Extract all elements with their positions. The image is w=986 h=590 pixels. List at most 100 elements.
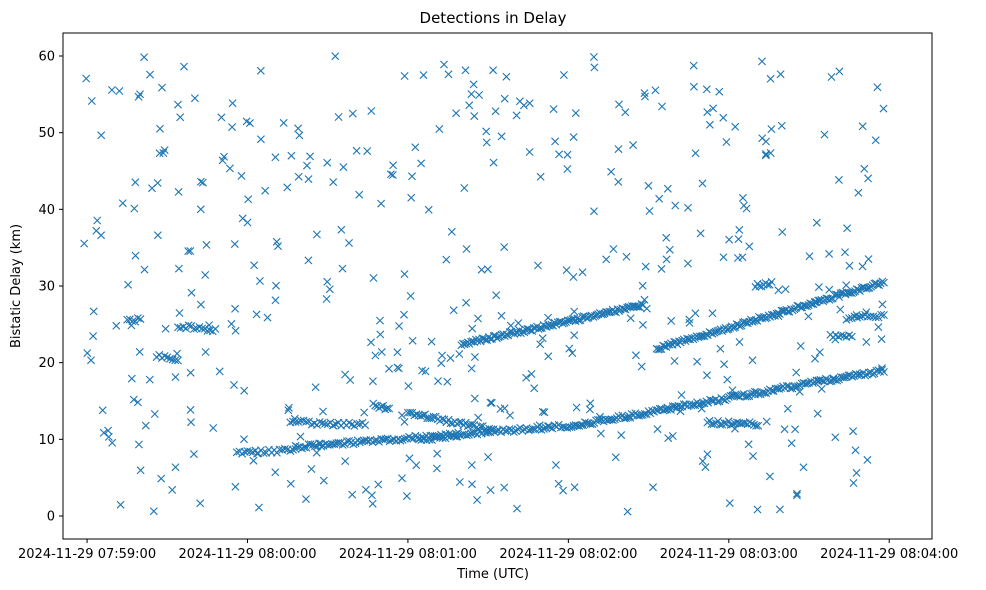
detection-point [470,112,479,121]
detection-point [198,178,207,187]
detection-point [131,178,140,187]
detection-point [89,332,98,341]
detection-point [750,387,759,396]
detection-point [271,296,280,305]
detection-point [765,472,774,481]
detection-point [590,207,598,216]
detection-point [87,356,95,365]
detection-point [190,94,199,103]
detection-point [473,496,482,504]
detection-point [140,265,149,274]
detection-point [521,325,530,334]
detection-point [127,321,136,330]
detection-point [486,486,495,495]
detection-point [312,448,321,457]
detection-point [205,321,214,330]
detection-point [294,172,303,181]
detection-point [703,108,712,117]
detection-point [731,122,740,131]
detection-point [462,298,471,307]
detection-point [316,439,325,448]
detection-point [569,133,578,142]
detection-point [735,338,744,346]
detection-point [529,425,538,434]
detection-point [460,184,469,192]
x-tick-label: 2024-11-29 08:02:00 [499,547,637,562]
detection-point [202,240,211,249]
detection-point [817,384,826,393]
detection-point [787,439,796,448]
detection-point [408,172,416,181]
detection-point [663,184,672,193]
detection-point [367,338,375,347]
detection-point [842,372,851,381]
detection-point [551,137,560,146]
detection-point [444,70,453,79]
detection-point [395,322,404,330]
detection-point [368,438,377,447]
detection-point [611,453,620,462]
detection-point [176,113,185,122]
detection-point [228,123,237,132]
detection-point [691,149,700,158]
detection-point [782,382,791,390]
detection-point [455,478,464,486]
detection-point [544,422,552,431]
detection-point [793,382,802,391]
detection-point [812,218,821,227]
detection-point [745,242,754,251]
detection-point [131,251,140,260]
detection-point [691,309,700,318]
detection-point [684,203,692,212]
detection-point [728,420,737,429]
detection-point [230,381,238,389]
detection-point [536,340,545,349]
detection-point [631,302,640,311]
detection-point [829,375,838,384]
detection-point [187,288,196,297]
detection-point [145,375,154,384]
detection-point [545,422,553,431]
detection-point [685,315,694,324]
detection-point [323,277,332,286]
detection-point [572,403,581,412]
detection-point [418,411,427,420]
detection-point [153,231,162,240]
detection-point [254,503,263,512]
detection-point [723,375,732,384]
detection-point [596,412,604,421]
detection-point [530,384,539,393]
detection-point [563,165,572,173]
detection-point [509,428,518,436]
detection-point [220,152,228,161]
detection-point [483,265,492,274]
detection-point [196,499,205,508]
detection-point [259,449,268,457]
detection-point [379,401,388,410]
detection-point [749,452,757,461]
detection-point [217,113,226,122]
detection-point [250,261,259,270]
detection-point [879,311,888,319]
detection-point [871,313,880,322]
detection-point [286,479,295,488]
detection-point [252,310,261,319]
detection-point [845,314,854,323]
detection-point [171,356,180,365]
detection-point [877,310,886,319]
detection-point [469,428,478,437]
detection-point [827,73,836,81]
detection-point [568,349,577,358]
detection-point [748,356,757,365]
detection-point [525,148,534,156]
detection-point [406,408,415,417]
detection-point [549,105,558,114]
detection-point [393,363,402,372]
detection-point [341,457,350,466]
detection-point [374,480,383,489]
detection-point [429,412,438,421]
detection-point [174,100,182,109]
detection-point [777,121,786,130]
detection-point [334,438,343,447]
detection-point [522,373,531,382]
